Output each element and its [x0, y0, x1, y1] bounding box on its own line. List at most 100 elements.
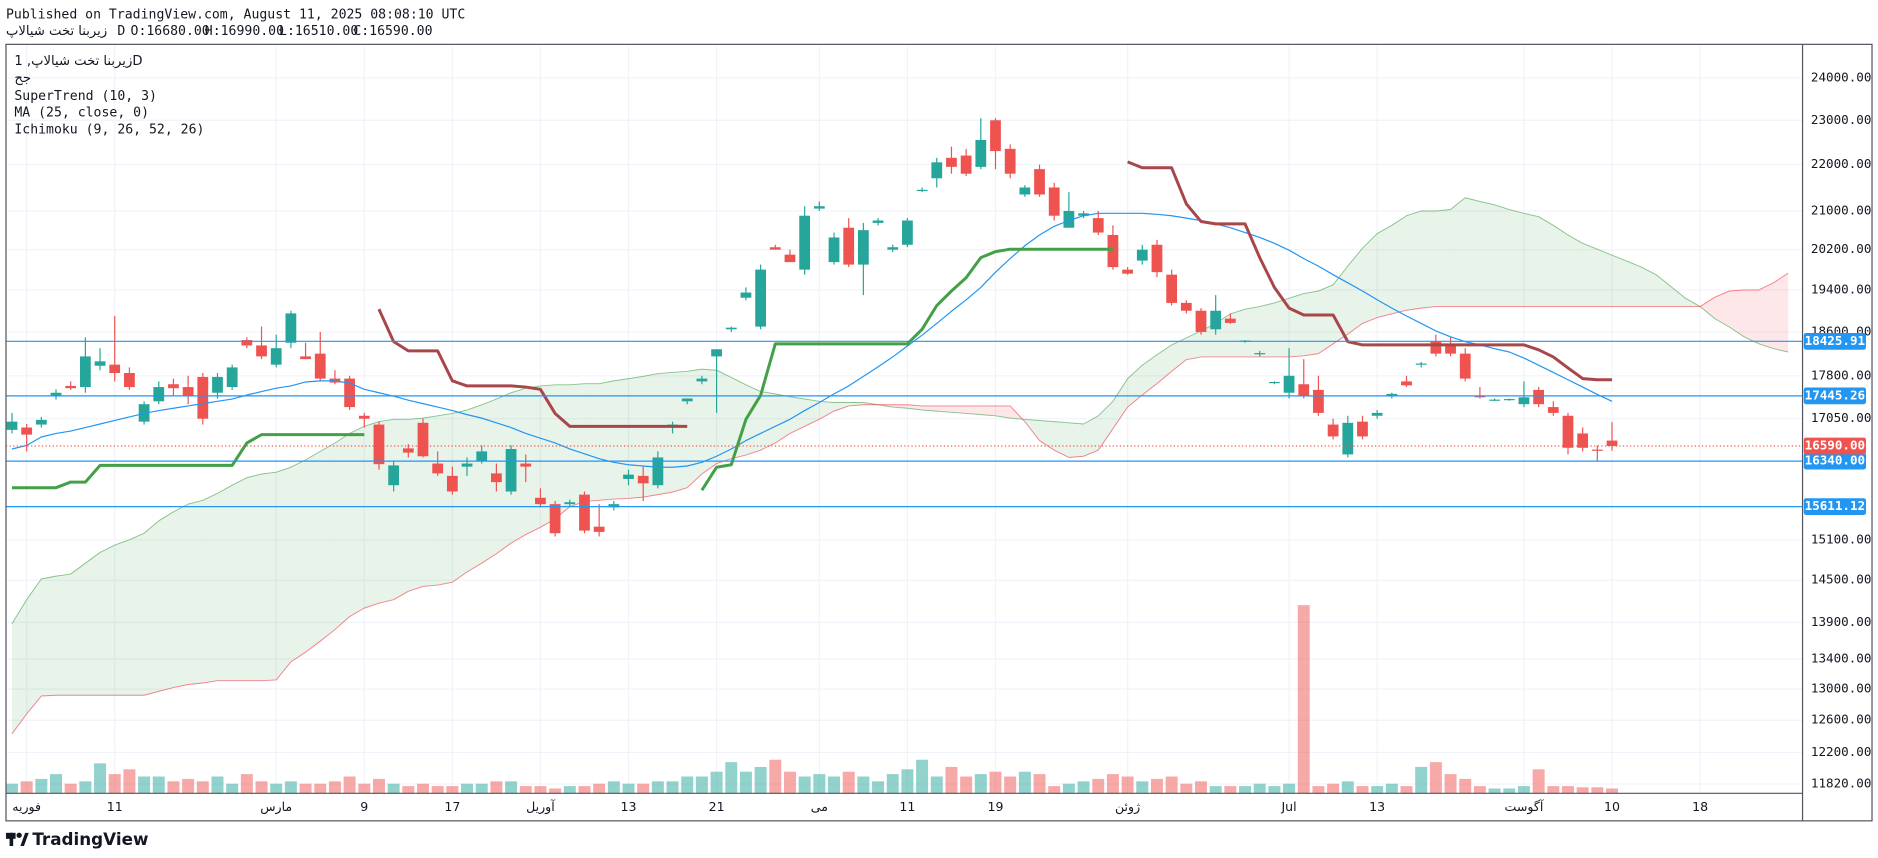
- y-tick-label: 24000.00: [1811, 69, 1872, 84]
- cloud-fill: [114, 539, 130, 696]
- volume-bar: [1106, 774, 1119, 794]
- volume-bar: [255, 781, 268, 794]
- candle-body: [241, 340, 253, 346]
- cloud-fill: [11, 599, 27, 734]
- candle-body: [65, 385, 77, 389]
- volume-bar: [945, 766, 958, 794]
- cloud-fill: [1567, 234, 1583, 307]
- x-tick-label: آگوست: [1505, 799, 1544, 815]
- volume-bar: [314, 783, 327, 794]
- candle-body: [652, 457, 664, 486]
- cloud-fill: [1656, 274, 1671, 307]
- volume-bar: [813, 774, 826, 794]
- volume-bar: [534, 786, 547, 794]
- candle-body: [21, 427, 33, 435]
- cloud-fill: [261, 472, 277, 681]
- cloud-fill: [731, 377, 746, 459]
- candle-body: [461, 463, 473, 467]
- volume-bar: [974, 774, 987, 794]
- volume-bar: [1121, 776, 1134, 794]
- candle-body: [1283, 375, 1295, 393]
- volume-bar: [1004, 776, 1017, 794]
- x-tick-label: 13: [1369, 799, 1385, 814]
- x-tick-label: 18: [1692, 799, 1708, 814]
- y-tick-label: 12200.00: [1811, 744, 1872, 759]
- indicator-line: [11, 272, 1789, 735]
- volume-bar: [64, 783, 77, 794]
- volume-bar: [1488, 788, 1501, 794]
- cloud-fill: [378, 419, 394, 604]
- candle-body: [1107, 234, 1119, 268]
- candle-body: [344, 378, 355, 408]
- candle-body: [1224, 318, 1236, 323]
- indicator-line: [11, 212, 1613, 468]
- candle-body: [270, 348, 282, 365]
- cloud-fill: [320, 442, 335, 642]
- volume-bar: [1591, 787, 1604, 794]
- price-label: 18425.91: [1805, 333, 1866, 348]
- candle-body: [608, 504, 620, 508]
- volume-bar: [886, 774, 899, 794]
- volume-bar: [1268, 786, 1281, 794]
- volume-bar: [1503, 788, 1516, 794]
- cloud-fill: [525, 385, 541, 535]
- cloud-fill: [672, 371, 688, 493]
- volume-bar: [1532, 769, 1545, 794]
- cloud-fill: [305, 451, 321, 653]
- open: O:16680.00: [131, 24, 210, 39]
- cloud-fill: [760, 391, 776, 451]
- volume-bar: [1371, 786, 1384, 794]
- volume-bar: [240, 774, 253, 794]
- volume-bar: [1283, 783, 1296, 794]
- candle-body: [402, 448, 414, 453]
- cloud-fill: [892, 404, 908, 409]
- candle-body: [1606, 440, 1618, 446]
- candle-body: [256, 345, 267, 357]
- indicator-line: [11, 197, 1789, 625]
- volume-bar: [1606, 788, 1619, 794]
- cloud-fill: [364, 421, 379, 609]
- x-tick-label: فوریه: [12, 799, 41, 815]
- volume-bar: [769, 759, 782, 794]
- cloud-fill: [1289, 293, 1304, 357]
- volume-bar: [1062, 783, 1075, 794]
- cloud-fill: [1318, 284, 1334, 354]
- candle-body: [432, 463, 444, 474]
- volume-bar: [783, 771, 796, 794]
- candle-body: [109, 364, 121, 373]
- candle-body: [960, 155, 972, 174]
- y-tick-label: 21000.00: [1811, 202, 1872, 217]
- cloud-fill: [26, 578, 42, 714]
- candle-body: [843, 227, 855, 265]
- candle-body: [1063, 210, 1075, 228]
- candle-body: [887, 247, 899, 250]
- cloud-fill: [511, 388, 526, 544]
- volume-bar: [651, 781, 664, 794]
- candle-body: [1547, 407, 1559, 413]
- volume-bar: [1048, 786, 1061, 794]
- cloud-fill: [1700, 297, 1715, 319]
- cloud-fill: [1641, 267, 1657, 307]
- candle-body: [168, 384, 179, 389]
- legend-indicator: Ichimoku (9, 26, 52, 26): [14, 122, 204, 137]
- volume-bar: [1253, 783, 1266, 794]
- x-tick-label: 11: [107, 799, 123, 814]
- cloud-fill: [1171, 337, 1187, 372]
- cloud-fill: [1670, 286, 1686, 307]
- volume-bar: [1180, 783, 1193, 794]
- volume-bar: [20, 781, 33, 794]
- candle-body: [1342, 422, 1354, 455]
- cloud-fill: [467, 404, 482, 573]
- volume-bar: [1444, 774, 1457, 794]
- cloud-fill: [1626, 261, 1642, 307]
- cloud-fill: [129, 533, 145, 696]
- candle-body: [828, 237, 840, 263]
- candle-body: [1078, 213, 1089, 216]
- volume-bar: [108, 774, 121, 794]
- volume-bar: [446, 786, 459, 794]
- cloud-fill: [819, 401, 835, 420]
- legend-indicator: SuperTrend (10, 3): [14, 89, 157, 104]
- volume-bar: [710, 771, 723, 794]
- volume-bar: [622, 783, 635, 794]
- volume-bar: [1312, 786, 1325, 794]
